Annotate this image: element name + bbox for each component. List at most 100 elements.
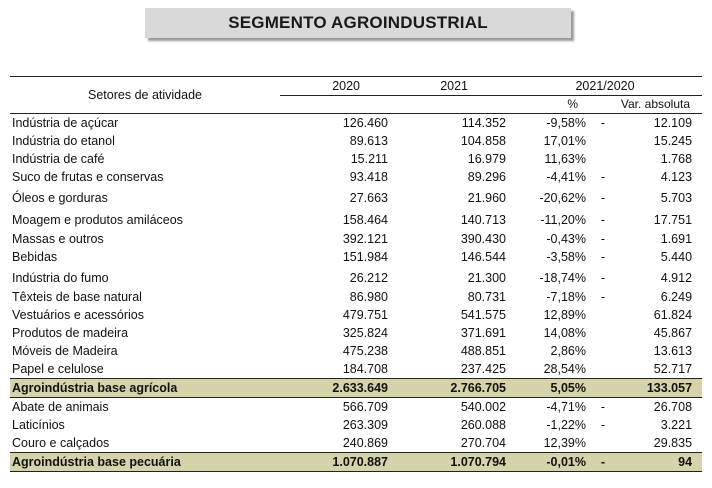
sector-cell: Óleos e gorduras [12, 191, 108, 205]
pct-change-cell: -4,41% [546, 170, 586, 184]
sector-cell: Indústria do fumo [12, 271, 109, 285]
abs-change-cell: 29.835 [653, 436, 693, 450]
abs-change-cell: 17.751 [653, 213, 693, 227]
value-2021-cell: 237.425 [460, 362, 506, 376]
table-row: Móveis de Madeira 475.238 488.851 2,86% 13.6… [10, 342, 702, 360]
value-2020-cell: 392.121 [342, 232, 388, 246]
abs-change-cell: 94 [618, 452, 703, 472]
pct-change-cell: 14,08% [543, 326, 586, 340]
pct-change-cell: -0,01% [508, 452, 588, 472]
sign-cell [588, 342, 618, 360]
value-2021-cell: 260.088 [460, 418, 506, 432]
sector-cell: Vestuários e acessórios [12, 308, 145, 322]
table-row: Produtos de madeira 325.824 371.691 14,08% 4… [10, 324, 702, 342]
abs-change-cell: 133.057 [618, 378, 703, 398]
sector-cell: Laticínios [12, 418, 65, 432]
table-row: Papel e celulose 184.708 237.425 28,54% 52.7… [10, 360, 702, 379]
value-2020-cell: 479.751 [342, 308, 388, 322]
pct-change-cell: -20,62% [539, 191, 586, 205]
sign-cell: - [600, 418, 606, 432]
sign-cell: - [588, 113, 618, 132]
sign-cell [588, 360, 618, 379]
value-2020-cell: 240.869 [342, 436, 388, 450]
pct-change-cell: -11,20% [540, 213, 586, 227]
pct-change-cell: 28,54% [543, 362, 586, 376]
sector-cell: Produtos de madeira [12, 326, 129, 340]
table-row: Laticínios 263.309 260.088 -1,22% - 3.221 [10, 416, 702, 434]
sector-cell: Agroindústria base pecuária [10, 452, 280, 472]
abs-change-cell: 15.245 [653, 134, 693, 148]
value-2021-cell: 16.979 [467, 152, 506, 166]
value-2020-cell: 15.211 [350, 152, 388, 166]
value-2020-cell: 1.070.887 [280, 452, 390, 472]
document-title: SEGMENTO AGROINDUSTRIAL [145, 8, 571, 38]
abs-change-cell: 3.221 [660, 418, 693, 432]
abs-change-cell: 61.824 [653, 308, 693, 322]
header-sector: Setores de atividade [10, 76, 280, 114]
pct-change-cell: -1,22% [546, 418, 586, 432]
value-2020-cell: 126.460 [280, 113, 390, 132]
abs-change-cell: 52.717 [653, 362, 693, 376]
sign-cell [588, 324, 618, 342]
pct-change-cell: 12,89% [543, 308, 586, 322]
sector-cell: Couro e calçados [12, 436, 110, 450]
value-2021-cell: 371.691 [460, 326, 506, 340]
header-empty-2020 [280, 95, 390, 114]
sign-cell: - [600, 400, 606, 414]
header-abs: Var. absoluta [620, 97, 691, 112]
pct-change-cell: 5,05% [508, 378, 588, 398]
abs-change-cell: 12.109 [618, 113, 703, 132]
abs-change-cell: 1.691 [660, 232, 693, 246]
pct-change-cell: -3,58% [546, 250, 586, 264]
table-row: Indústria de café 15.211 16.979 11,63% 1.768 [10, 150, 702, 168]
total-row: Agroindústria base pecuária 1.070.887 1.07… [10, 452, 703, 472]
sign-cell [588, 132, 618, 150]
value-2021-cell: 114.352 [390, 113, 508, 132]
total-row: Agroindústria base agrícola 2.633.649 2.76… [10, 378, 703, 398]
sector-cell: Móveis de Madeira [12, 344, 118, 358]
header-row-sub: % Var. absoluta [10, 95, 702, 114]
value-2020-cell: 263.309 [342, 418, 388, 432]
sign-cell: - [600, 213, 606, 227]
abs-change-cell: 4.123 [660, 170, 693, 184]
sign-cell [588, 306, 618, 324]
header-2020: 2020 [280, 76, 390, 96]
abs-change-cell: 45.867 [653, 326, 693, 340]
value-2021-cell: 488.851 [460, 344, 506, 358]
agroindustry-table: Setores de atividade 2020 2021 2021/2020… [10, 76, 703, 472]
table-row: Indústria do fumo 26.212 21.300 -18,74% - 4.9… [10, 266, 702, 288]
sign-cell: - [600, 271, 606, 285]
value-2020-cell: 475.238 [342, 344, 388, 358]
pct-change-cell: 17,01% [543, 134, 586, 148]
sign-cell: - [600, 290, 606, 304]
table-row: Têxteis de base natural 86.980 80.731 -7,18… [10, 288, 702, 306]
sign-cell [588, 434, 618, 453]
value-2020-cell: 93.418 [349, 170, 388, 184]
sector-cell: Papel e celulose [12, 362, 104, 376]
sector-cell: Indústria de açúcar [10, 113, 280, 132]
sector-cell: Têxteis de base natural [12, 290, 142, 304]
table-row: Couro e calçados 240.869 270.704 12,39% 29.8… [10, 434, 702, 453]
value-2020-cell: 184.708 [342, 362, 388, 376]
header-2021: 2021 [390, 76, 508, 96]
sign-cell: - [588, 452, 618, 472]
value-2021-cell: 1.070.794 [390, 452, 508, 472]
pct-change-cell: 12,39% [543, 436, 586, 450]
value-2021-cell: 140.713 [460, 213, 506, 227]
value-2020-cell: 26.212 [349, 271, 388, 285]
value-2020-cell: 27.663 [349, 191, 388, 205]
value-2021-cell: 80.731 [467, 290, 506, 304]
pct-change-cell: -0,43% [546, 232, 586, 246]
sector-cell: Agroindústria base agrícola [10, 378, 280, 398]
table-row: Indústria do etanol 89.613 104.858 17,01% 15… [10, 132, 702, 150]
value-2020-cell: 151.984 [342, 250, 388, 264]
pct-change-cell: -18,74% [539, 271, 586, 285]
table-row: Massas e outros 392.121 390.430 -0,43% - 1.69… [10, 230, 702, 248]
abs-change-cell: 4.912 [660, 271, 693, 285]
value-2020-cell: 158.464 [342, 213, 388, 227]
pct-change-cell: 2,86% [550, 344, 586, 358]
sign-cell: - [600, 170, 606, 184]
sector-cell: Bebidas [12, 250, 58, 264]
sign-cell: - [600, 191, 606, 205]
abs-change-cell: 26.708 [653, 400, 693, 414]
